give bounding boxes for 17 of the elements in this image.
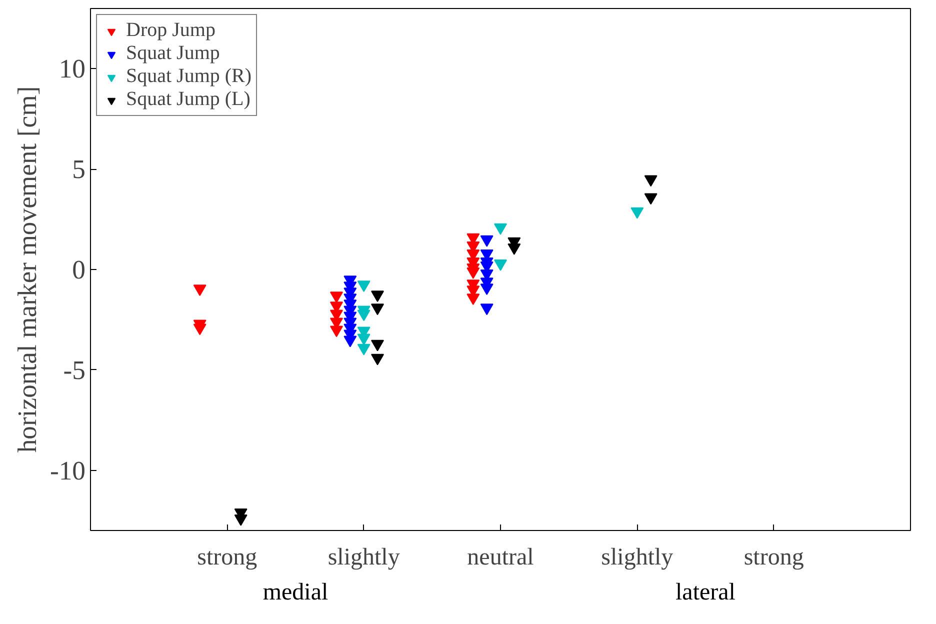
legend-label: Drop Jump [126, 19, 216, 42]
y-tick-label: -5 [63, 354, 86, 385]
x-tick-label: slightly [328, 544, 400, 570]
x-tick-label: neutral [467, 544, 534, 570]
x-tick-label: strong [744, 544, 804, 570]
x-tick-label: strong [197, 544, 258, 570]
text: lateral [676, 580, 736, 606]
y-tick-label: -10 [50, 455, 86, 486]
legend-label: Squat Jump [126, 42, 220, 65]
y-axis-title: horizontal marker movement [cm] [12, 86, 42, 453]
text: medial [262, 580, 328, 606]
x-tick-label: slightly [601, 544, 674, 570]
legend-label: Squat Jump (R) [126, 65, 252, 88]
y-tick-label: 10 [58, 54, 86, 84]
legend-label: Squat Jump (L) [126, 88, 250, 111]
y-tick-label: 0 [72, 254, 86, 284]
y-tick-label: 5 [72, 154, 86, 184]
